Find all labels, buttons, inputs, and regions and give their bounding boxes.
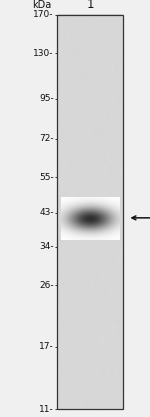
Text: 26-: 26-	[39, 281, 54, 290]
Text: 1: 1	[86, 0, 94, 11]
Text: 170-: 170-	[33, 10, 54, 19]
Text: 130-: 130-	[33, 49, 54, 58]
Text: 11-: 11-	[39, 405, 54, 414]
Text: 72-: 72-	[39, 134, 54, 143]
Text: 34-: 34-	[39, 242, 54, 251]
Text: 17-: 17-	[39, 342, 54, 351]
Text: 95-: 95-	[39, 94, 54, 103]
Bar	[57, 15, 123, 409]
Text: kDa: kDa	[32, 0, 51, 10]
Text: 43-: 43-	[39, 208, 54, 217]
Text: 55-: 55-	[39, 173, 54, 182]
